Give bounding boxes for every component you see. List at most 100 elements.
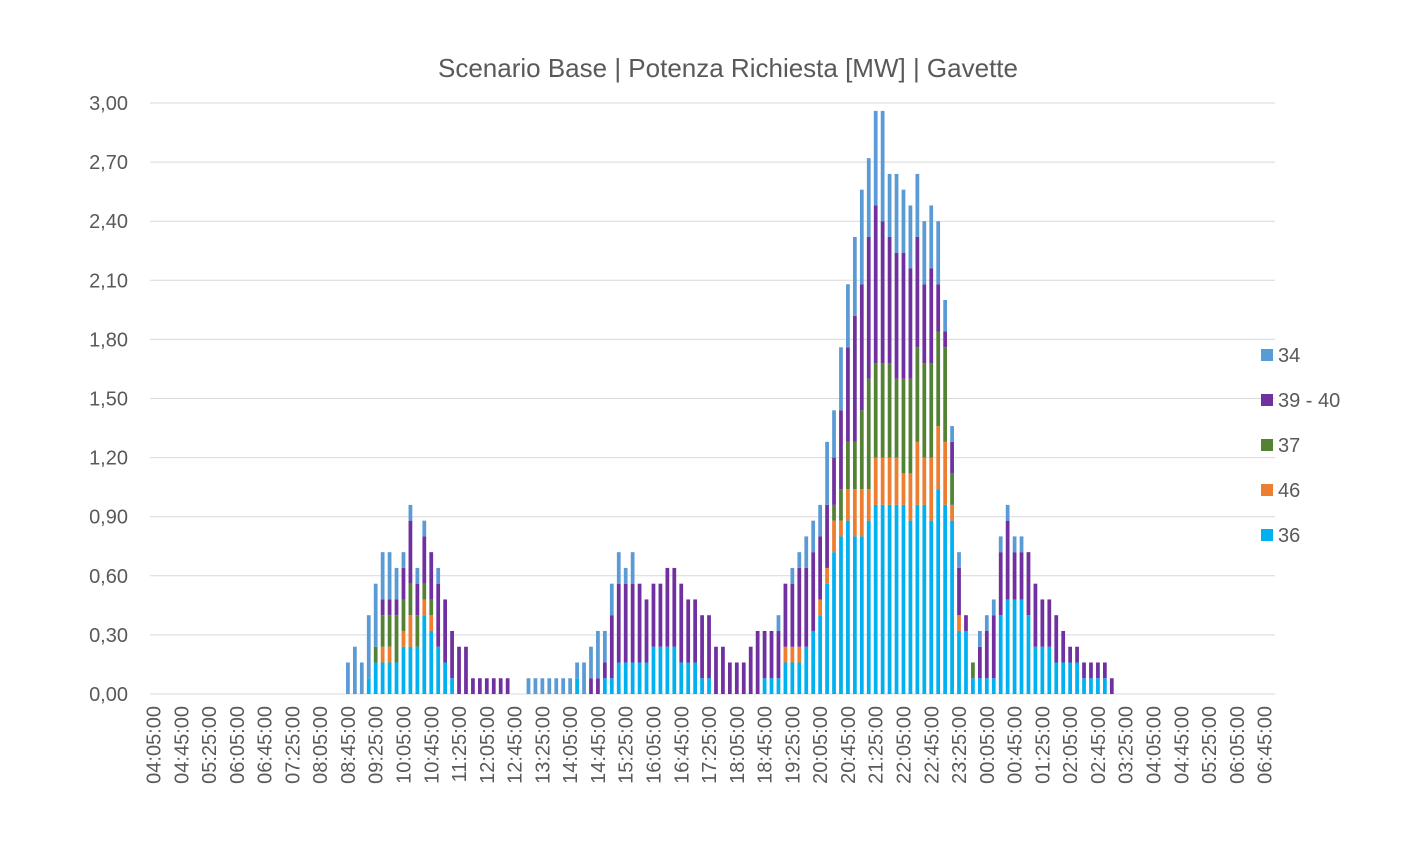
bar-segment [387, 662, 392, 694]
bar-segment [950, 504, 954, 521]
bar-segment [700, 678, 704, 694]
bar-segment [373, 646, 378, 663]
bar-segment [950, 426, 954, 442]
bar-segment [769, 630, 774, 679]
bar-segment [346, 662, 350, 694]
bar-segment [998, 536, 1003, 553]
bar-segment [727, 662, 732, 694]
bar-segment [839, 410, 843, 490]
bar-segment [762, 678, 767, 694]
bar-segment [401, 630, 406, 647]
bar-segment [387, 615, 392, 647]
bar-segment [866, 489, 871, 521]
x-tick-label: 01:25:00 [1032, 706, 1054, 784]
bar-segment [422, 520, 427, 537]
bar-segment [859, 284, 864, 411]
bar-segment [991, 615, 996, 679]
x-tick-label: 21:25:00 [866, 706, 888, 784]
bar-segment [852, 315, 857, 442]
bar-segment [859, 489, 864, 537]
x-tick-label: 04:45:00 [1171, 706, 1193, 784]
bar-segment [658, 646, 663, 694]
bar-segment [1019, 599, 1024, 694]
bar-segment [1040, 646, 1045, 694]
bar-segment [957, 567, 961, 616]
bar-segment [1089, 678, 1093, 694]
bar-segment [984, 630, 989, 679]
bar-segment [651, 646, 656, 694]
legend-label: 34 [1278, 345, 1300, 367]
bar-segment [818, 599, 823, 616]
bar-segment [811, 520, 816, 553]
y-tick-label: 0,90 [89, 507, 128, 529]
bar-segment [887, 504, 892, 694]
bar-segment [394, 599, 399, 616]
bar-segment [686, 599, 691, 663]
bar-segment [491, 678, 496, 694]
bar-segment [977, 630, 982, 647]
bar-segment [408, 520, 413, 584]
y-tick-label: 2,70 [89, 152, 128, 174]
bar-segment [644, 599, 649, 663]
bar-segment [873, 504, 878, 694]
x-tick-label: 05:25:00 [199, 706, 221, 784]
bar-segment [575, 662, 579, 679]
x-tick-label: 18:05:00 [727, 706, 749, 784]
y-tick-label: 3,00 [89, 93, 128, 115]
bar-segment [748, 646, 753, 694]
bar-segment [616, 583, 621, 663]
y-tick-label: 0,00 [89, 684, 128, 706]
bar-segment [943, 331, 948, 348]
bar-segment [589, 678, 593, 694]
bar-segment [936, 331, 941, 427]
bar-segment [1109, 678, 1114, 694]
x-tick-label: 08:05:00 [310, 706, 332, 784]
bar-segment [991, 599, 996, 616]
legend-swatch [1261, 349, 1273, 361]
bar-segment [797, 646, 802, 663]
x-tick-label: 20:45:00 [838, 706, 860, 784]
bar-segment [755, 630, 760, 694]
bar-segment [1012, 536, 1017, 553]
bar-segment [950, 441, 954, 474]
bar-segment [1096, 678, 1100, 694]
bar-segment [908, 268, 913, 379]
bar-segment [804, 646, 809, 694]
bar-segment [436, 646, 441, 694]
bar-segment [922, 284, 927, 364]
bar-segment [846, 284, 850, 348]
bar-segment [839, 520, 843, 537]
bar-segment [908, 520, 913, 694]
x-tick-label: 02:45:00 [1088, 706, 1110, 784]
bar-segment [852, 489, 857, 537]
x-tick-label: 03:25:00 [1116, 706, 1138, 784]
bar-segment [1102, 678, 1107, 694]
bar-segment [887, 457, 892, 505]
bar-segment [936, 221, 941, 285]
bar-segment [1089, 662, 1093, 679]
bar-segment [665, 567, 670, 647]
bar-segment [700, 615, 704, 679]
x-tick-label: 10:05:00 [393, 706, 415, 784]
bar-segment [929, 520, 934, 694]
legend-label: 37 [1278, 435, 1300, 457]
bar-segment [609, 583, 614, 616]
bar-segment [436, 567, 441, 584]
bar-segment [977, 678, 982, 694]
x-tick-label: 09:25:00 [366, 706, 388, 784]
bar-segment [471, 678, 475, 694]
bar-segment [880, 363, 885, 458]
bar-segment [852, 536, 857, 694]
bar-segment [880, 221, 885, 364]
bar-segment [1033, 646, 1038, 694]
bar-segment [1075, 646, 1079, 663]
bar-segment [804, 567, 809, 647]
bar-segment [922, 363, 927, 458]
legend-swatch [1261, 439, 1273, 451]
bar-segment [783, 646, 788, 663]
bar-segment [401, 552, 406, 568]
bar-segment [1054, 615, 1059, 663]
bar-segment [693, 662, 698, 694]
bar-segment [602, 662, 607, 679]
bar-segment [1005, 504, 1010, 521]
